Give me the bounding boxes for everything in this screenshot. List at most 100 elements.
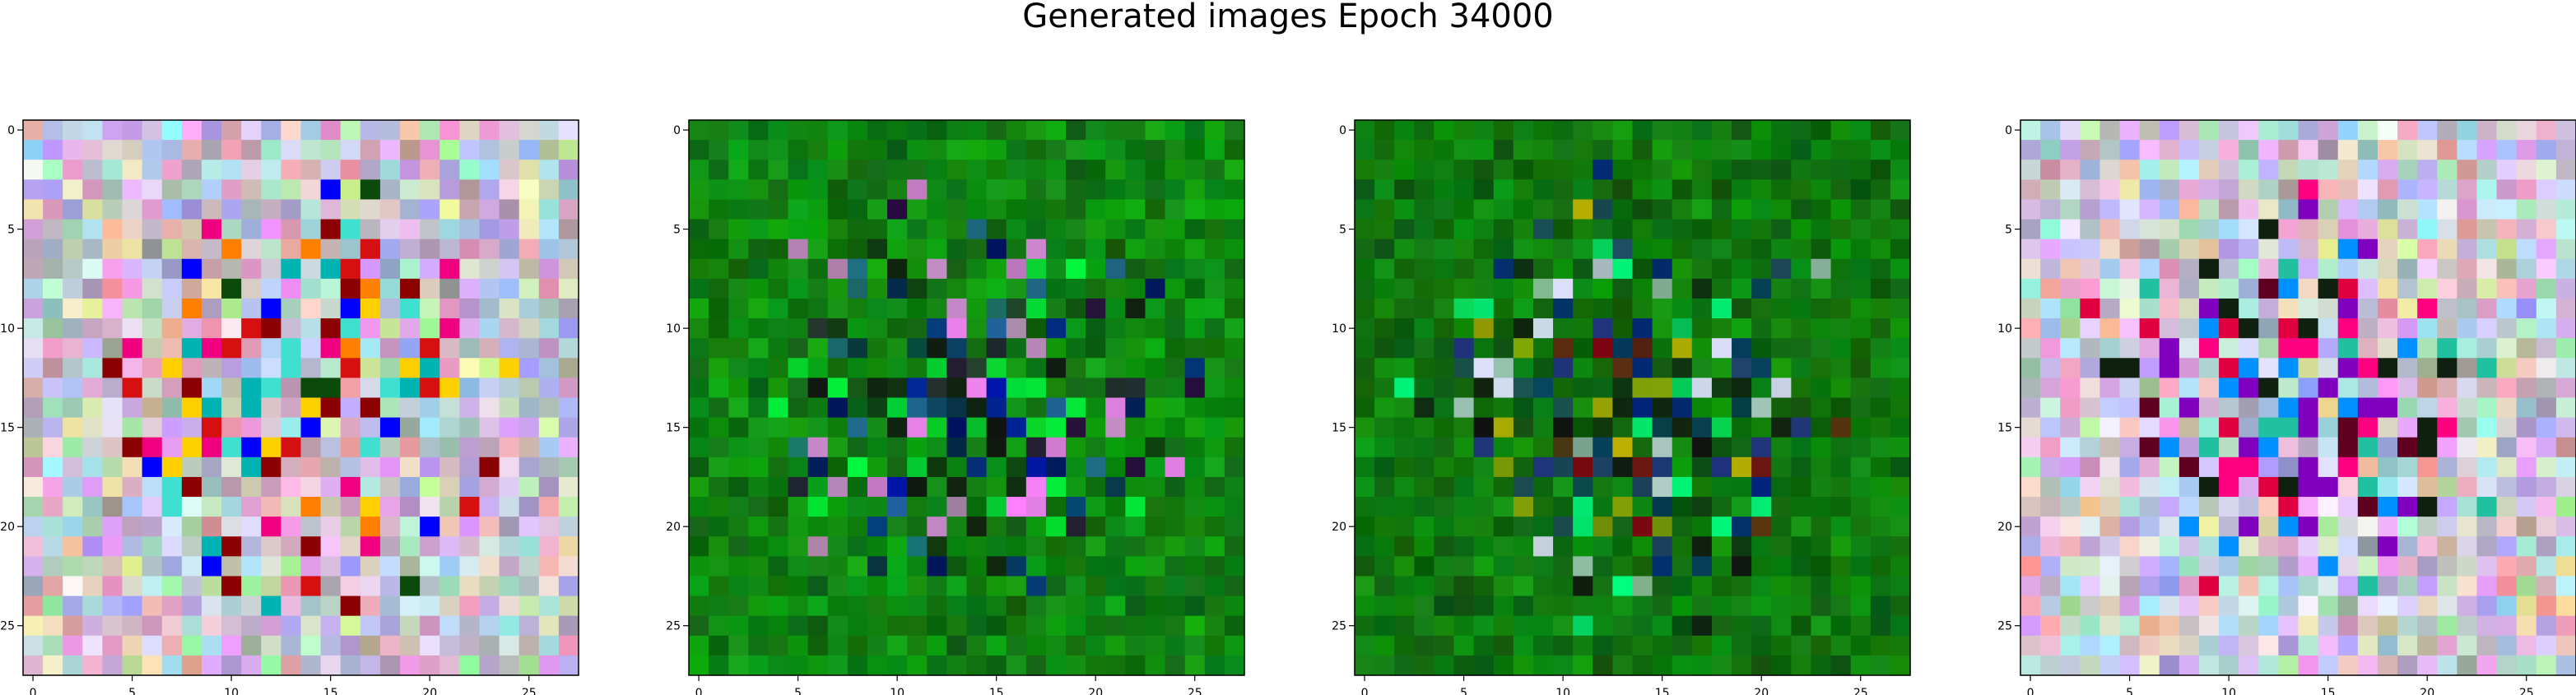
x-tick-label: 0: [695, 687, 703, 695]
pixel-cell: [867, 655, 888, 676]
pixel-cell: [459, 635, 481, 656]
pixel-cell: [2397, 179, 2418, 201]
pixel-cell: [181, 278, 202, 299]
pixel-cell: [2318, 417, 2339, 438]
pixel-cell: [2536, 338, 2557, 359]
pixel-cell: [2239, 655, 2259, 676]
pixel-cell: [1811, 397, 1832, 419]
pixel-cell: [847, 318, 868, 339]
pixel-cell: [847, 278, 868, 299]
pixel-cell: [2337, 615, 2359, 637]
pixel-cell: [2139, 219, 2160, 240]
pixel-cell: [946, 318, 968, 339]
pixel-cell: [1751, 298, 1772, 319]
pixel-cell: [479, 615, 500, 637]
pixel-cell: [2555, 417, 2576, 438]
pixel-cell: [558, 456, 579, 478]
pixel-cell: [221, 556, 242, 577]
pixel-cell: [1593, 179, 1613, 201]
pixel-cell: [768, 456, 789, 478]
pixel-cell: [1830, 338, 1852, 359]
pixel-cell: [1811, 140, 1832, 160]
pixel-cell: [102, 338, 123, 359]
pixel-cell: [728, 615, 749, 637]
pixel-cell: [2040, 417, 2061, 438]
pixel-cell: [439, 199, 460, 220]
pixel-cell: [946, 140, 968, 160]
pixel-cell: [768, 358, 789, 378]
pixel-cell: [281, 456, 302, 478]
pixel-cell: [1771, 298, 1792, 319]
pixel-cell: [1473, 120, 1495, 141]
pixel-cell: [927, 179, 947, 201]
pixel-cell: [768, 615, 789, 637]
pixel-cell: [221, 595, 242, 617]
pixel-cell: [459, 298, 481, 319]
pixel-cell: [1632, 517, 1653, 537]
pixel-cell: [1791, 179, 1812, 201]
pixel-cell: [946, 338, 968, 359]
pixel-cell: [2258, 239, 2279, 260]
pixel-cell: [1532, 278, 1554, 299]
pixel-cell: [1612, 120, 1634, 141]
pixel-cell: [1414, 615, 1435, 637]
pixel-cell: [1811, 258, 1832, 280]
pixel-cell: [1612, 576, 1634, 597]
pixel-cell: [2496, 179, 2518, 201]
pixel-cell: [1453, 298, 1475, 319]
pixel-cell: [2040, 635, 2061, 656]
pixel-cell: [1105, 318, 1126, 339]
pixel-cell: [2318, 298, 2339, 319]
pixel-cell: [261, 517, 281, 537]
pixel-cell: [1553, 635, 1574, 656]
pixel-cell: [320, 536, 342, 557]
pixel-cell: [82, 437, 104, 458]
pixel-cell: [1224, 437, 1245, 458]
pixel-cell: [827, 278, 849, 299]
pixel-cell: [2476, 456, 2498, 478]
pixel-cell: [748, 497, 770, 517]
pixel-cell: [1224, 417, 1245, 438]
pixel-cell: [1125, 278, 1146, 299]
pixel-cell: [420, 338, 440, 359]
pixel-cell: [2516, 258, 2537, 280]
pixel-cell: [360, 199, 381, 220]
pixel-cell: [709, 595, 729, 617]
pixel-cell: [807, 497, 829, 517]
pixel-cell: [1493, 219, 1514, 240]
pixel-cell: [1573, 120, 1593, 141]
pixel-cell: [827, 120, 849, 141]
pixel-cell: [1374, 595, 1395, 617]
pixel-cell: [1374, 160, 1395, 180]
pixel-cell: [1165, 397, 1186, 419]
pixel-cell: [2377, 120, 2398, 141]
pixel-cell: [1184, 338, 1206, 359]
pixel-cell: [1593, 318, 1613, 339]
pixel-cell: [946, 437, 968, 458]
pixel-cell: [709, 397, 729, 419]
pixel-cell: [1751, 456, 1772, 478]
pixel-cell: [1355, 476, 1375, 498]
pixel-cell: [1086, 239, 1106, 260]
pixel-cell: [63, 298, 83, 319]
pixel-cell: [459, 497, 481, 517]
pixel-cell: [2337, 536, 2359, 557]
pixel-cell: [2159, 358, 2180, 378]
pixel-cell: [807, 160, 829, 180]
pixel-cell: [2496, 517, 2518, 537]
pixel-cell: [82, 318, 104, 339]
pixel-cell: [2258, 615, 2279, 637]
pixel-cell: [558, 417, 579, 438]
pixel-cell: [847, 378, 868, 399]
pixel-cell: [1691, 358, 1713, 378]
pixel-cell: [400, 179, 421, 201]
pixel-cell: [1711, 536, 1732, 557]
pixel-cell: [966, 497, 988, 517]
pixel-cell: [122, 536, 143, 557]
pixel-cell: [2099, 358, 2121, 378]
pixel-cell: [261, 476, 281, 498]
pixel-cell: [300, 160, 322, 180]
pixel-cell: [986, 536, 1007, 557]
pixel-cell: [2099, 517, 2121, 537]
pixel-cell: [2278, 576, 2299, 597]
